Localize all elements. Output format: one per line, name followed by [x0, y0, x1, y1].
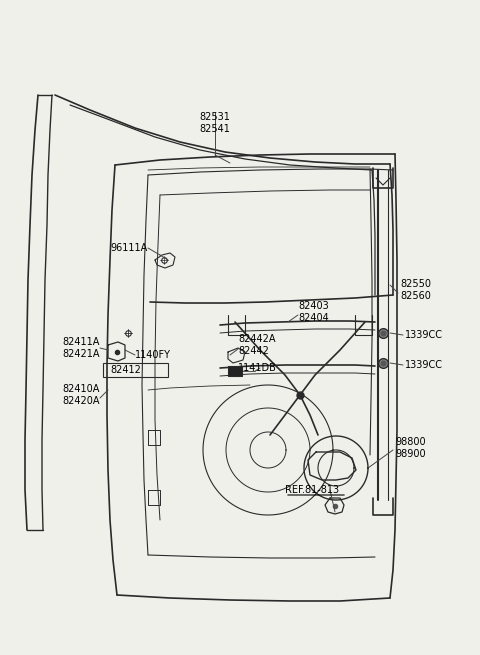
Text: 1140FY: 1140FY [135, 350, 171, 360]
Text: 82531
82541: 82531 82541 [200, 112, 230, 134]
Text: 82412: 82412 [110, 365, 141, 375]
Text: 82411A
82421A: 82411A 82421A [62, 337, 99, 359]
Text: 1141DB: 1141DB [238, 363, 277, 373]
Text: 1339CC: 1339CC [405, 330, 443, 340]
Text: 82410A
82420A: 82410A 82420A [62, 384, 99, 406]
Text: 82550
82560: 82550 82560 [400, 279, 431, 301]
Text: 1339CC: 1339CC [405, 360, 443, 370]
Text: 96111A: 96111A [111, 243, 148, 253]
Polygon shape [228, 366, 242, 376]
Text: REF.81-813: REF.81-813 [285, 485, 339, 495]
Text: 82403
82404: 82403 82404 [298, 301, 329, 323]
Text: 82442A
82442: 82442A 82442 [238, 334, 276, 356]
Text: 98800
98900: 98800 98900 [395, 437, 426, 458]
